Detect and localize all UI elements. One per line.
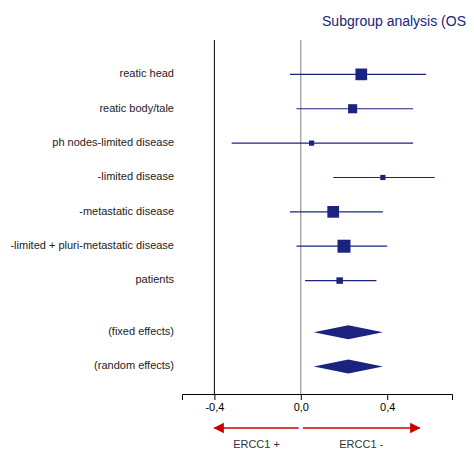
axis-line	[183, 395, 453, 401]
row-label: -limited + pluri-metastatic disease	[10, 239, 174, 251]
point-estimate	[348, 104, 357, 113]
point-estimate	[380, 175, 385, 180]
tick-label: 0,0	[294, 401, 309, 413]
point-estimate	[355, 69, 367, 81]
point-estimate	[338, 240, 351, 253]
row-label: patients	[135, 273, 174, 285]
summary-diamond	[314, 325, 383, 339]
summary-label: (fixed effects)	[108, 325, 174, 337]
tick: -0,4	[205, 394, 224, 413]
summary-diamond	[314, 360, 383, 374]
arrow	[303, 427, 420, 429]
annotations: ERCC1 + ERCC1 -	[214, 428, 419, 450]
point-estimate	[309, 141, 314, 146]
row-label: reatic body/tale	[99, 102, 174, 114]
plot-area	[214, 40, 434, 394]
chart: reatic head reatic body/tale ph nodes-limi…	[0, 0, 474, 474]
row-label: -metastatic disease	[79, 205, 174, 217]
summary-label: (random effects)	[94, 359, 174, 371]
title: Subgroup analysis (OS	[322, 13, 466, 29]
tick-mark	[214, 394, 215, 400]
point-estimate	[336, 277, 343, 284]
point-estimate	[327, 206, 339, 218]
tick: 0,4	[380, 394, 395, 413]
row-label: -limited disease	[98, 170, 174, 182]
row-label: reatic head	[120, 67, 174, 79]
tick-mark	[301, 394, 302, 400]
row-labels: reatic head reatic body/tale ph nodes-limi…	[10, 67, 174, 371]
tick-label: 0,4	[380, 401, 395, 413]
arrow	[214, 427, 298, 429]
tick-mark	[387, 394, 388, 400]
reference-line	[300, 40, 301, 394]
arrow-label: ERCC1 -	[339, 438, 383, 450]
x-axis: -0,4 0,0 0,4	[183, 394, 453, 413]
row-label: ph nodes-limited disease	[52, 136, 174, 148]
arrow-label: ERCC1 +	[233, 438, 280, 450]
border-line	[214, 40, 215, 394]
tick: 0,0	[294, 394, 309, 413]
confidence-interval	[232, 143, 413, 144]
tick-label: -0,4	[205, 401, 224, 413]
